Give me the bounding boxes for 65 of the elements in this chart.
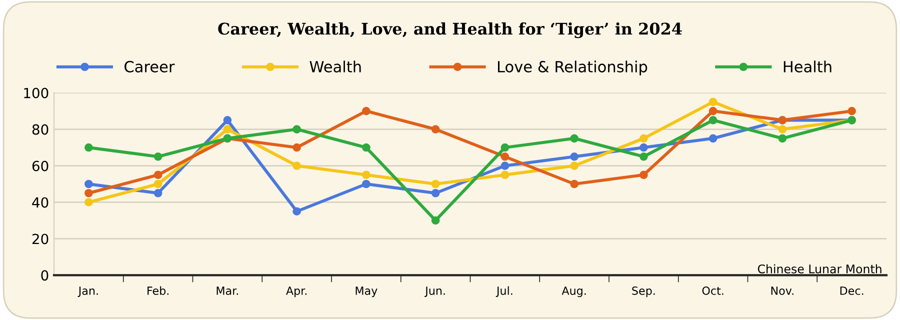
x-tick-label: Mar. [216, 286, 238, 295]
legend-label: Health [784, 60, 832, 72]
point [154, 152, 162, 161]
x-tick-label: Dec. [840, 286, 864, 295]
point [570, 180, 578, 188]
point [292, 207, 301, 216]
point [848, 106, 856, 116]
point [84, 180, 93, 188]
point [708, 106, 718, 116]
point [154, 170, 162, 180]
point [570, 152, 578, 161]
point [292, 162, 301, 170]
point [292, 143, 301, 152]
x-axis-title: Chinese Lunar Month [758, 264, 882, 274]
y-tick-label: 0 [41, 270, 48, 281]
point [292, 125, 301, 134]
x-tick-label: Oct. [702, 286, 724, 295]
x-tick-label: Feb. [148, 286, 168, 295]
point [640, 152, 648, 161]
x-tick-label: Jul. [496, 286, 512, 297]
y-tick-label: 40 [32, 197, 48, 208]
point [84, 143, 93, 152]
point [154, 188, 162, 198]
point [84, 198, 93, 206]
y-tick-label: 80 [32, 124, 48, 135]
legend-label: Wealth [310, 60, 361, 72]
x-tick-label: Aug. [562, 286, 586, 298]
x-tick-label: Nov. [771, 286, 794, 295]
x-tick-label: Sep. [632, 286, 655, 298]
point [362, 106, 370, 116]
point [223, 116, 232, 124]
point [500, 152, 510, 161]
point [500, 170, 510, 180]
point [640, 170, 648, 180]
x-tick-label: May [356, 286, 378, 298]
point [154, 180, 162, 188]
y-tick-label: 100 [24, 88, 48, 98]
point [778, 134, 787, 143]
point [708, 98, 718, 106]
x-tick-label: Apr. [286, 286, 306, 298]
x-tick-label: Jun. [424, 286, 445, 297]
x-tick-label: Jan. [78, 286, 98, 297]
point [223, 125, 232, 134]
point [84, 188, 93, 198]
chart-title: Career, Wealth, Love, and Health for ‘Tiger’ in 2024 [218, 22, 682, 38]
point [708, 134, 718, 143]
point [362, 143, 370, 152]
legend-label: Love & Relationship [498, 60, 648, 76]
point [431, 188, 440, 198]
point [640, 134, 648, 143]
point [362, 180, 370, 188]
point [708, 116, 718, 124]
point [431, 125, 440, 134]
y-tick-label: 20 [32, 234, 48, 244]
point [500, 162, 510, 170]
point [778, 125, 787, 134]
y-tick-label: 60 [32, 160, 48, 172]
point [431, 216, 440, 225]
point [570, 134, 578, 143]
point [640, 143, 648, 152]
point [431, 180, 440, 188]
point [570, 162, 578, 170]
point [500, 143, 510, 152]
point [362, 170, 370, 180]
legend-label: Career [124, 60, 175, 72]
